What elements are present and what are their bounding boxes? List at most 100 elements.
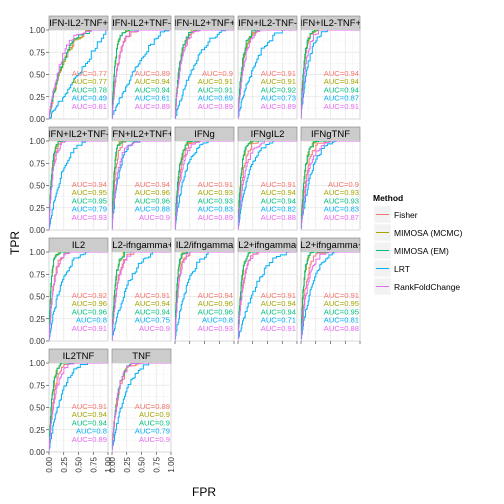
x-tick-label: 1.00 [104, 456, 113, 472]
roc-line-lrt [49, 141, 108, 230]
auc-label: AUC=0.91 [261, 77, 296, 86]
roc-line-rankfoldchange [112, 30, 171, 119]
auc-label: AUC=0.94 [135, 77, 170, 86]
roc-line-lrt [112, 363, 171, 452]
roc-line-lrt [175, 252, 234, 341]
facet-panel: IFNgAUC=0.91AUC=0.93AUC=0.93AUC=0.83AUC=… [174, 126, 235, 231]
auc-label: AUC=0.91 [198, 85, 233, 94]
auc-label: AUC=0.8 [76, 427, 107, 436]
roc-line-mimosa-em [238, 141, 297, 230]
facet-panel: IFN-IL2+TNF-AUC=0.89AUC=0.94AUC=0.94AUC=… [111, 15, 172, 120]
y-tick-label: 0.00 [29, 115, 45, 124]
facet-panel: IL2TNFAUC=0.91AUC=0.94AUC=0.94AUC=0.8AUC… [29, 348, 113, 473]
facet-panel: IL2AUC=0.92AUC=0.96AUC=0.96AUC=0.8AUC=0.… [29, 237, 109, 346]
roc-line-rankfoldchange [301, 141, 360, 230]
auc-label: AUC=0.91 [135, 291, 170, 300]
auc-label: AUC=0.91 [324, 102, 359, 111]
facet-panel: IL2/ifngammaAUC=0.94AUC=0.96AUC=0.96AUC=… [174, 237, 235, 344]
auc-label: AUC=0.96 [72, 299, 107, 308]
x-tick-label: 0.50 [138, 456, 147, 472]
auc-label: AUC=0.91 [261, 324, 296, 333]
y-tick-label: 0.75 [29, 48, 45, 57]
y-tick-label: 0.50 [29, 404, 45, 413]
roc-line-rankfoldchange [238, 141, 297, 230]
facet-strip-label: IFN-IL2+TNF+ [174, 18, 236, 29]
auc-label: AUC=0.95 [72, 188, 107, 197]
roc-line-rankfoldchange [112, 363, 171, 452]
auc-label: AUC=0.94 [72, 180, 107, 189]
auc-label: AUC=0.8 [202, 316, 233, 325]
auc-label: AUC=0.79 [72, 205, 107, 214]
auc-label: AUC=0.93 [198, 188, 233, 197]
auc-label: AUC=0.8 [76, 316, 107, 325]
facet-strip-label: IFNgIL2 [251, 129, 285, 140]
auc-label: AUC=0.91 [324, 291, 359, 300]
roc-line-lrt [112, 30, 171, 119]
x-tick-label: 0.50 [75, 456, 84, 472]
auc-label: AUC=0.92 [72, 291, 107, 300]
roc-line-lrt [175, 141, 234, 230]
auc-label: AUC=0.79 [135, 427, 170, 436]
facet-strip-label: IFN+IL2-TNF- [238, 18, 297, 29]
roc-line-mimosa-em [49, 141, 108, 230]
roc-line-lrt [238, 141, 297, 230]
roc-line-mimosa-em [49, 252, 108, 341]
auc-label: AUC=0.89 [72, 435, 107, 444]
auc-label: AUC=0.9 [139, 324, 170, 333]
auc-label: AUC=0.9 [328, 180, 359, 189]
auc-label: AUC=0.94 [261, 307, 296, 316]
y-tick-label: 0.50 [29, 293, 45, 302]
facet-panel: IFN+IL2-TNF-AUC=0.91AUC=0.91AUC=0.92AUC=… [237, 15, 298, 120]
x-tick-label: 0.75 [152, 456, 161, 472]
auc-label: AUC=0.83 [324, 205, 359, 214]
facet-strip-label: IFN-IL2-TNF+ [49, 18, 108, 29]
auc-label: AUC=0.93 [198, 196, 233, 205]
auc-label: AUC=0.78 [72, 85, 107, 94]
auc-label: AUC=0.89 [198, 213, 233, 222]
auc-label: AUC=0.94 [135, 299, 170, 308]
roc-line-rankfoldchange [49, 141, 108, 230]
facet-panel: IL2+ifngamma+AUC=0.91AUC=0.95AUC=0.95AUC… [297, 237, 363, 344]
auc-label: AUC=0.81 [72, 102, 107, 111]
y-tick-label: 1.00 [29, 359, 45, 368]
auc-label: AUC=0.89 [135, 402, 170, 411]
auc-label: AUC=0.91 [261, 291, 296, 300]
roc-line-fisher [301, 252, 360, 341]
legend-title: Method [373, 193, 403, 203]
auc-label: AUC=0.88 [135, 205, 170, 214]
legend: Method Fisher MIMOSA (MCMC) MIMOSA (EM) LRT R… [373, 193, 463, 296]
y-tick-label: 0.25 [29, 426, 45, 435]
roc-line-rankfoldchange [49, 363, 108, 452]
auc-label: AUC=0.94 [261, 196, 296, 205]
auc-label: AUC=0.96 [135, 188, 170, 197]
facet-strip-label: IL2+ifngamma+ [297, 240, 363, 251]
roc-line-rankfoldchange [238, 30, 297, 119]
legend-entry-label: RankFoldChange [394, 282, 460, 292]
auc-label: AUC=0.94 [324, 77, 359, 86]
auc-label: AUC=0.91 [198, 77, 233, 86]
legend-entry-label: MIMOSA (EM) [394, 246, 449, 256]
x-tick-label: 0.25 [60, 456, 69, 472]
auc-label: AUC=0.89 [198, 102, 233, 111]
facet-strip-label: IL2TNF [63, 351, 95, 362]
roc-line-mimosa-em [238, 252, 297, 341]
auc-label: AUC=0.91 [72, 402, 107, 411]
roc-line-mimosa-em [301, 30, 360, 119]
y-tick-label: 0.25 [29, 315, 45, 324]
roc-line-rankfoldchange [301, 252, 360, 341]
auc-label: AUC=0.61 [135, 94, 170, 103]
auc-label: AUC=0.9 [139, 418, 170, 427]
roc-line-lrt [49, 252, 108, 341]
auc-label: AUC=0.95 [324, 307, 359, 316]
facet-strip-label: IFNgTNF [311, 129, 350, 140]
y-tick-label: 1.00 [29, 137, 45, 146]
auc-label: AUC=0.91 [261, 180, 296, 189]
auc-label: AUC=0.95 [324, 299, 359, 308]
roc-line-rankfoldchange [49, 252, 108, 341]
roc-line-rankfoldchange [238, 252, 297, 341]
x-tick-label: 0.00 [45, 456, 54, 472]
auc-label: AUC=0.87 [324, 94, 359, 103]
roc-line-rankfoldchange [301, 30, 360, 119]
roc-line-lrt [175, 30, 234, 119]
